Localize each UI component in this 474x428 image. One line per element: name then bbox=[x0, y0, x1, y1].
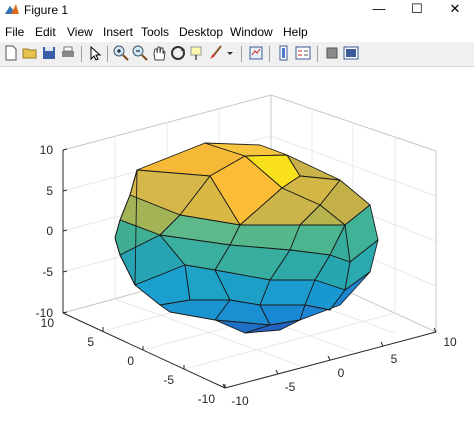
menu-desktop[interactable]: Desktop bbox=[179, 25, 224, 39]
plot-area: 10 5 0 -5 -10 10 5 0 -5 -10 -10 -5 0 5 1… bbox=[0, 67, 474, 425]
print-icon[interactable] bbox=[59, 44, 77, 62]
toolbar-separator bbox=[81, 46, 82, 62]
surface-plot[interactable] bbox=[114, 142, 379, 334]
insert-colorbar-icon[interactable] bbox=[275, 44, 293, 62]
x-axis-labels: -10 -5 0 5 10 bbox=[231, 335, 457, 408]
open-file-icon[interactable] bbox=[21, 44, 39, 62]
x-tick-label: -10 bbox=[231, 394, 249, 408]
zoom-out-icon[interactable] bbox=[131, 44, 149, 62]
z-tick-label: 10 bbox=[40, 143, 54, 157]
y-tick-label: 0 bbox=[127, 354, 134, 368]
x-tick-label: 10 bbox=[443, 335, 457, 349]
y-axis-labels: 10 5 0 -5 -10 bbox=[41, 316, 216, 406]
y-tick-label: 5 bbox=[87, 335, 94, 349]
menu-edit[interactable]: Edit bbox=[35, 25, 56, 39]
toolbar-separator bbox=[241, 46, 242, 62]
matlab-icon bbox=[5, 4, 19, 14]
y-tick-label: -5 bbox=[163, 373, 174, 387]
z-tick-label: 5 bbox=[46, 184, 53, 198]
close-button[interactable]: ✕ bbox=[449, 1, 461, 16]
title-bar: Figure 1 — ☐ ✕ bbox=[0, 0, 474, 20]
axes-3d[interactable]: 10 5 0 -5 -10 10 5 0 -5 -10 -10 -5 0 5 1… bbox=[0, 67, 474, 425]
z-tick-label: -5 bbox=[42, 265, 53, 279]
window-title: Figure 1 bbox=[24, 3, 69, 17]
surface-face bbox=[244, 319, 301, 334]
menu-view[interactable]: View bbox=[67, 25, 93, 39]
menu-file[interactable]: File bbox=[5, 25, 25, 39]
toolbar-separator bbox=[317, 46, 318, 62]
brush-menu-icon[interactable] bbox=[224, 44, 236, 62]
z-axis-labels: 10 5 0 -5 -10 bbox=[36, 143, 54, 320]
toolbar-separator bbox=[107, 46, 108, 62]
x-tick-label: 0 bbox=[338, 366, 345, 380]
maximize-button[interactable]: ☐ bbox=[411, 1, 423, 16]
insert-legend-icon[interactable] bbox=[294, 44, 312, 62]
menu-tools[interactable]: Tools bbox=[141, 25, 170, 39]
hide-plot-tools-icon[interactable] bbox=[323, 44, 341, 62]
new-figure-icon[interactable] bbox=[2, 44, 20, 62]
toolbar-separator bbox=[269, 46, 270, 62]
edit-plot-icon[interactable] bbox=[86, 44, 104, 62]
zoom-in-icon[interactable] bbox=[112, 44, 130, 62]
rotate-3d-icon[interactable] bbox=[169, 44, 187, 62]
data-cursor-icon[interactable] bbox=[188, 44, 206, 62]
minimize-button[interactable]: — bbox=[372, 1, 386, 16]
y-tick-label: -10 bbox=[198, 392, 216, 406]
menu-insert[interactable]: Insert bbox=[103, 25, 134, 39]
menu-bar: File Edit View Insert Tools Desktop Wind… bbox=[0, 22, 474, 42]
link-plot-icon[interactable] bbox=[247, 44, 265, 62]
x-tick-label: 5 bbox=[391, 352, 398, 366]
save-icon[interactable] bbox=[40, 44, 58, 62]
show-plot-tools-icon[interactable] bbox=[342, 44, 360, 62]
figure-toolbar bbox=[0, 42, 474, 67]
z-tick-label: 0 bbox=[46, 224, 53, 238]
tick-marks bbox=[62, 148, 437, 389]
y-tick-label: 10 bbox=[41, 316, 55, 330]
pan-icon[interactable] bbox=[150, 44, 168, 62]
brush-icon[interactable] bbox=[207, 44, 225, 62]
menu-window[interactable]: Window bbox=[230, 25, 273, 39]
menu-help[interactable]: Help bbox=[283, 25, 308, 39]
z-tick-label: -10 bbox=[36, 306, 54, 320]
axis-lines bbox=[62, 150, 437, 389]
x-tick-label: -5 bbox=[285, 380, 296, 394]
surface-face bbox=[114, 169, 138, 286]
